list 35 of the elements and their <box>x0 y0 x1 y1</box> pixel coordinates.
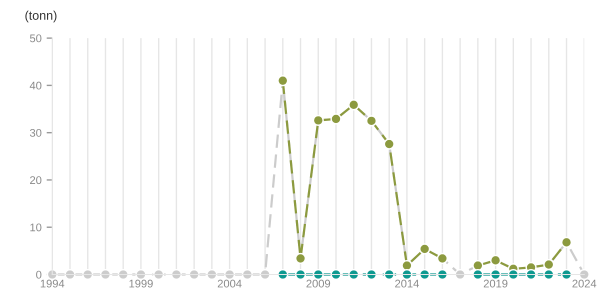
x-tick-label: 2019 <box>484 280 508 288</box>
point <box>401 268 412 280</box>
point <box>260 268 271 280</box>
y-tick-label: 0 <box>36 270 42 279</box>
point <box>543 268 554 280</box>
x-tick-label: 1994 <box>40 280 64 288</box>
y-tick-label: 30 <box>30 128 42 137</box>
point <box>46 268 58 280</box>
point <box>118 268 129 280</box>
x-tick-label: 2009 <box>306 280 330 288</box>
point <box>578 268 590 280</box>
x-tick-label: 2004 <box>218 280 242 288</box>
point <box>294 268 306 280</box>
point <box>277 268 288 280</box>
x-tick-label: 2024 <box>572 280 596 288</box>
point <box>560 268 572 280</box>
point <box>242 268 253 280</box>
x-tick-label: 2014 <box>395 280 419 288</box>
point <box>330 268 342 280</box>
y-tick-label: 40 <box>30 82 42 90</box>
y-axis-title: (tonn) <box>25 10 56 22</box>
point <box>224 268 236 280</box>
point <box>366 268 378 280</box>
point <box>135 268 146 280</box>
y-tick-label: 10 <box>30 223 42 232</box>
point <box>490 268 502 280</box>
point <box>82 268 94 280</box>
point <box>170 268 182 280</box>
y-tick-label: 20 <box>30 176 42 184</box>
y-tick-label: 50 <box>30 34 42 42</box>
point <box>525 268 537 280</box>
point <box>348 268 360 280</box>
point <box>384 268 395 280</box>
x-tick-label: 1999 <box>129 280 153 288</box>
point <box>64 268 76 280</box>
